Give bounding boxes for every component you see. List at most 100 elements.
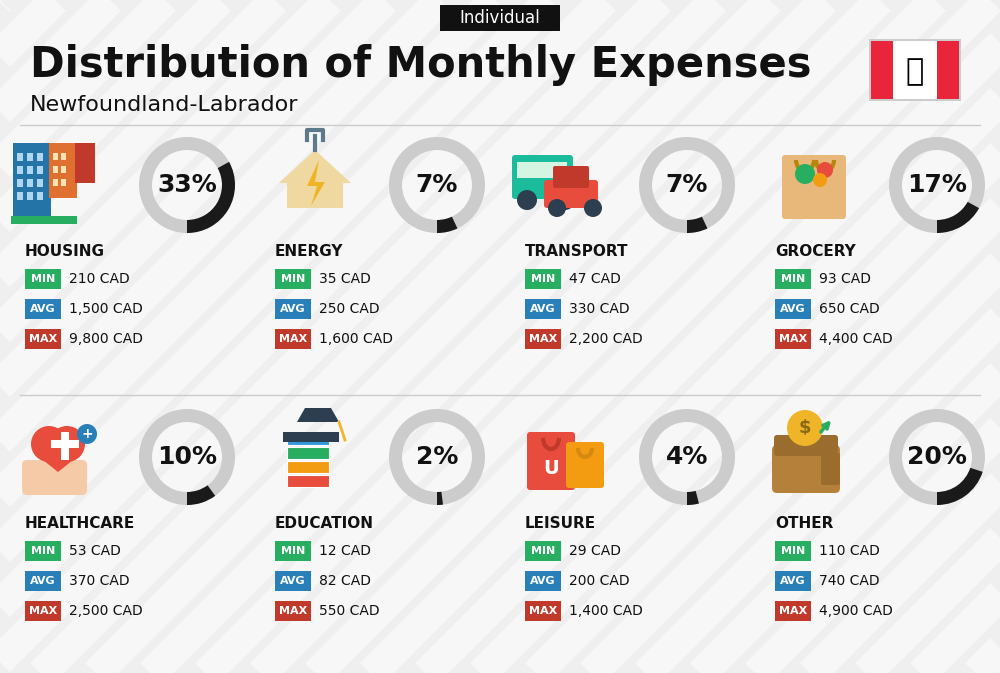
FancyBboxPatch shape <box>774 435 838 456</box>
FancyBboxPatch shape <box>17 153 23 161</box>
FancyBboxPatch shape <box>937 41 959 99</box>
Text: MIN: MIN <box>31 546 55 556</box>
FancyBboxPatch shape <box>37 153 43 161</box>
Circle shape <box>813 173 827 187</box>
FancyBboxPatch shape <box>525 329 561 349</box>
Polygon shape <box>307 160 325 206</box>
Wedge shape <box>889 137 985 233</box>
Text: 200 CAD: 200 CAD <box>569 574 630 588</box>
FancyBboxPatch shape <box>275 269 311 289</box>
FancyBboxPatch shape <box>525 571 561 591</box>
Text: 2,200 CAD: 2,200 CAD <box>569 332 643 346</box>
FancyBboxPatch shape <box>869 39 961 101</box>
Wedge shape <box>937 468 983 505</box>
Text: AVG: AVG <box>530 576 556 586</box>
FancyBboxPatch shape <box>275 571 311 591</box>
Wedge shape <box>437 492 443 505</box>
Text: 93 CAD: 93 CAD <box>819 272 871 286</box>
Text: AVG: AVG <box>30 576 56 586</box>
FancyBboxPatch shape <box>275 299 311 319</box>
Text: 9,800 CAD: 9,800 CAD <box>69 332 143 346</box>
FancyBboxPatch shape <box>13 143 51 218</box>
FancyBboxPatch shape <box>61 179 66 186</box>
Text: MAX: MAX <box>779 334 807 344</box>
Text: MIN: MIN <box>531 546 555 556</box>
FancyBboxPatch shape <box>821 453 840 485</box>
Wedge shape <box>187 162 235 233</box>
Text: 35 CAD: 35 CAD <box>319 272 371 286</box>
Circle shape <box>817 162 833 178</box>
FancyBboxPatch shape <box>25 269 61 289</box>
FancyBboxPatch shape <box>775 601 811 621</box>
FancyBboxPatch shape <box>25 329 61 349</box>
FancyBboxPatch shape <box>25 541 61 561</box>
FancyBboxPatch shape <box>49 143 77 198</box>
FancyBboxPatch shape <box>525 541 561 561</box>
Wedge shape <box>639 137 735 233</box>
Text: MAX: MAX <box>29 334 57 344</box>
FancyBboxPatch shape <box>775 329 811 349</box>
Text: 550 CAD: 550 CAD <box>319 604 380 618</box>
Circle shape <box>795 164 815 184</box>
Text: 4%: 4% <box>666 445 708 469</box>
Text: Distribution of Monthly Expenses: Distribution of Monthly Expenses <box>30 44 812 86</box>
FancyBboxPatch shape <box>53 153 58 160</box>
FancyBboxPatch shape <box>775 269 811 289</box>
Polygon shape <box>297 408 339 422</box>
Text: U: U <box>543 458 559 478</box>
Text: 1,400 CAD: 1,400 CAD <box>569 604 643 618</box>
Text: 82 CAD: 82 CAD <box>319 574 371 588</box>
FancyBboxPatch shape <box>287 433 329 445</box>
FancyBboxPatch shape <box>525 269 561 289</box>
Text: $: $ <box>799 419 811 437</box>
Text: 🍁: 🍁 <box>906 57 924 87</box>
Circle shape <box>49 426 85 462</box>
Polygon shape <box>33 452 83 472</box>
FancyBboxPatch shape <box>566 442 604 488</box>
Text: 1,500 CAD: 1,500 CAD <box>69 302 143 316</box>
FancyBboxPatch shape <box>22 460 87 495</box>
Text: 10%: 10% <box>157 445 217 469</box>
Wedge shape <box>139 137 235 233</box>
Text: MAX: MAX <box>529 606 557 616</box>
Text: 29 CAD: 29 CAD <box>569 544 621 558</box>
Text: LEISURE: LEISURE <box>525 516 596 530</box>
Text: 210 CAD: 210 CAD <box>69 272 130 286</box>
Wedge shape <box>687 491 699 505</box>
Circle shape <box>548 199 566 217</box>
Text: 4,400 CAD: 4,400 CAD <box>819 332 893 346</box>
Circle shape <box>517 190 537 210</box>
Text: Newfoundland-Labrador: Newfoundland-Labrador <box>30 95 298 115</box>
FancyBboxPatch shape <box>275 329 311 349</box>
Polygon shape <box>279 150 351 208</box>
FancyBboxPatch shape <box>61 153 66 160</box>
Wedge shape <box>389 409 485 505</box>
FancyBboxPatch shape <box>11 216 77 224</box>
FancyBboxPatch shape <box>440 5 560 31</box>
Text: MAX: MAX <box>529 334 557 344</box>
FancyBboxPatch shape <box>772 445 840 493</box>
Text: AVG: AVG <box>280 304 306 314</box>
FancyBboxPatch shape <box>27 179 33 187</box>
Text: +: + <box>81 427 93 441</box>
Wedge shape <box>139 409 235 505</box>
FancyBboxPatch shape <box>527 432 575 490</box>
FancyBboxPatch shape <box>75 143 95 183</box>
Text: GROCERY: GROCERY <box>775 244 856 258</box>
Text: 20%: 20% <box>907 445 967 469</box>
Text: HEALTHCARE: HEALTHCARE <box>25 516 135 530</box>
FancyBboxPatch shape <box>25 601 61 621</box>
FancyBboxPatch shape <box>775 541 811 561</box>
Text: 7%: 7% <box>416 173 458 197</box>
Text: 110 CAD: 110 CAD <box>819 544 880 558</box>
FancyBboxPatch shape <box>25 299 61 319</box>
Text: 250 CAD: 250 CAD <box>319 302 380 316</box>
Text: 2,500 CAD: 2,500 CAD <box>69 604 143 618</box>
Text: OTHER: OTHER <box>775 516 833 530</box>
Text: MAX: MAX <box>29 606 57 616</box>
FancyBboxPatch shape <box>782 155 846 219</box>
Circle shape <box>555 190 575 210</box>
Text: MAX: MAX <box>279 606 307 616</box>
Text: 4,900 CAD: 4,900 CAD <box>819 604 893 618</box>
Text: 7%: 7% <box>666 173 708 197</box>
